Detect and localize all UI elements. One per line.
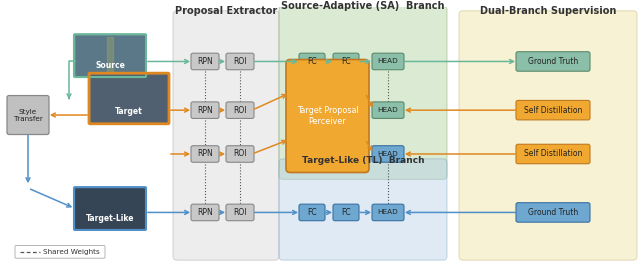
Text: ROI: ROI xyxy=(233,106,247,115)
Text: HEAD: HEAD xyxy=(378,107,398,113)
Text: FC: FC xyxy=(307,57,317,66)
Text: HEAD: HEAD xyxy=(378,59,398,64)
FancyBboxPatch shape xyxy=(279,6,447,179)
Text: Dual-Branch Supervision: Dual-Branch Supervision xyxy=(480,6,616,16)
Bar xyxy=(76,36,144,75)
FancyBboxPatch shape xyxy=(226,102,254,118)
Bar xyxy=(76,189,144,228)
Text: Proposal Extractor: Proposal Extractor xyxy=(175,6,277,16)
Text: HEAD: HEAD xyxy=(378,151,398,157)
FancyBboxPatch shape xyxy=(299,204,325,221)
FancyBboxPatch shape xyxy=(226,53,254,70)
FancyBboxPatch shape xyxy=(191,102,219,118)
Text: RPN: RPN xyxy=(197,106,213,115)
Text: Source-Adaptive (SA)  Branch: Source-Adaptive (SA) Branch xyxy=(281,1,445,11)
FancyBboxPatch shape xyxy=(372,102,404,118)
FancyBboxPatch shape xyxy=(299,53,325,70)
FancyBboxPatch shape xyxy=(516,144,590,164)
Text: Shared Weights: Shared Weights xyxy=(43,249,100,255)
Bar xyxy=(90,74,168,123)
Text: RPN: RPN xyxy=(197,57,213,66)
Text: FC: FC xyxy=(307,208,317,217)
FancyBboxPatch shape xyxy=(333,53,359,70)
FancyBboxPatch shape xyxy=(226,204,254,221)
FancyBboxPatch shape xyxy=(173,11,279,260)
FancyBboxPatch shape xyxy=(516,101,590,120)
FancyBboxPatch shape xyxy=(226,146,254,162)
Text: RPN: RPN xyxy=(197,208,213,217)
FancyBboxPatch shape xyxy=(191,53,219,70)
FancyBboxPatch shape xyxy=(372,146,404,162)
Text: Target: Target xyxy=(115,107,143,116)
FancyBboxPatch shape xyxy=(372,204,404,221)
Text: Style
Transfer: Style Transfer xyxy=(13,109,42,122)
Text: Ground Truth: Ground Truth xyxy=(528,57,578,66)
Bar xyxy=(75,188,145,229)
Text: HEAD: HEAD xyxy=(378,209,398,215)
FancyBboxPatch shape xyxy=(7,95,49,135)
Bar xyxy=(91,75,167,122)
FancyBboxPatch shape xyxy=(516,203,590,222)
Text: FC: FC xyxy=(341,208,351,217)
FancyBboxPatch shape xyxy=(286,60,369,172)
FancyBboxPatch shape xyxy=(191,146,219,162)
FancyBboxPatch shape xyxy=(279,159,447,260)
Text: Target-Like (TL)  Branch: Target-Like (TL) Branch xyxy=(301,156,424,165)
Text: Ground Truth: Ground Truth xyxy=(528,208,578,217)
FancyBboxPatch shape xyxy=(372,53,404,70)
FancyBboxPatch shape xyxy=(459,11,637,260)
Text: Self Distillation: Self Distillation xyxy=(524,106,582,115)
Text: FC: FC xyxy=(341,57,351,66)
Text: ROI: ROI xyxy=(233,57,247,66)
Text: Self Distillation: Self Distillation xyxy=(524,149,582,159)
Text: Source: Source xyxy=(95,61,125,70)
Text: ROI: ROI xyxy=(233,149,247,159)
Text: Target Proposal
Perceiver: Target Proposal Perceiver xyxy=(296,106,358,126)
Text: Target-Like: Target-Like xyxy=(86,214,134,223)
FancyBboxPatch shape xyxy=(333,204,359,221)
FancyBboxPatch shape xyxy=(516,52,590,71)
Text: ROI: ROI xyxy=(233,208,247,217)
FancyBboxPatch shape xyxy=(191,204,219,221)
FancyBboxPatch shape xyxy=(15,246,105,258)
Bar xyxy=(75,35,145,76)
Bar xyxy=(107,37,113,74)
Text: RPN: RPN xyxy=(197,149,213,159)
